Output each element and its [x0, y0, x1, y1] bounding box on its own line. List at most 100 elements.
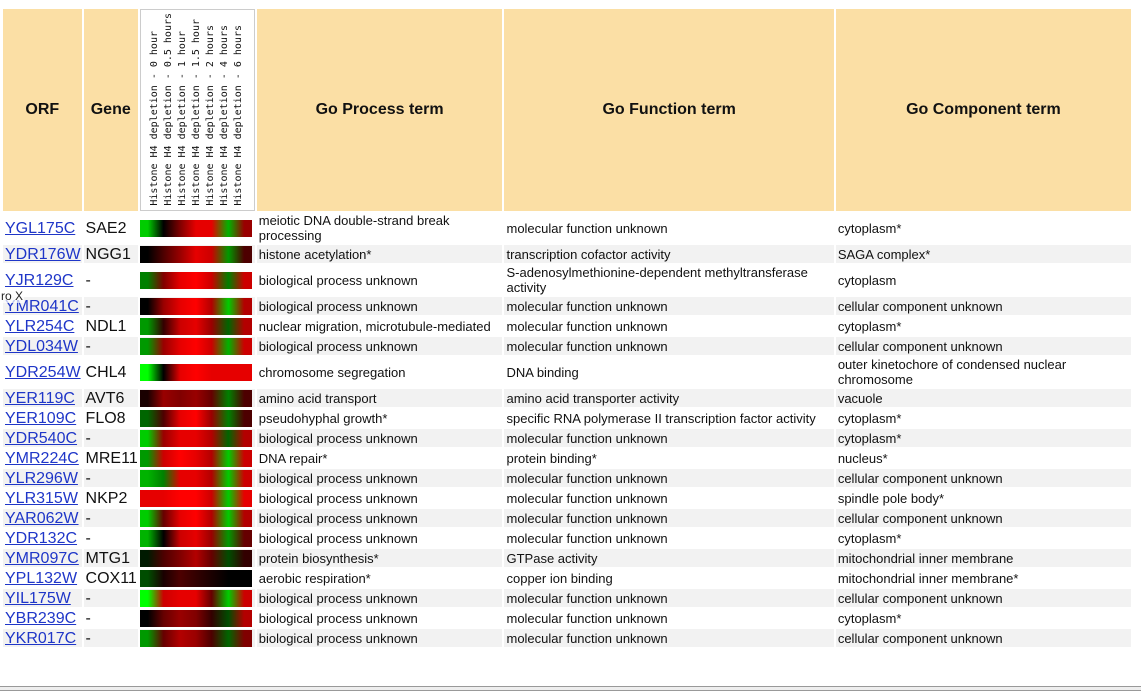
table-row: YAR062W - biological process unknown molecu… [3, 509, 1131, 527]
orf-link[interactable]: YDR540C [5, 429, 78, 447]
orf-link[interactable]: YPL132W [5, 569, 78, 587]
expression-value [156, 430, 172, 447]
process-cell: histone acetylation* [256, 245, 503, 263]
condition-label: Histone H4 depletion - 0 hour [149, 31, 161, 206]
expression-strip [139, 629, 252, 647]
expression-value [156, 390, 172, 407]
process-cell: biological process unknown [256, 469, 503, 487]
expression-value [172, 338, 188, 355]
component-cell: outer kinetochore of condensed nuclear c… [835, 357, 1131, 387]
expression-value [204, 430, 220, 447]
expression-heatmap-cell [139, 429, 255, 447]
gene-cell: - [83, 589, 138, 607]
expression-value [236, 390, 252, 407]
overlay-label: ro X [0, 289, 25, 303]
expression-value [172, 550, 188, 567]
expression-value [140, 510, 156, 527]
expression-value [236, 550, 252, 567]
expression-value [188, 246, 204, 263]
expression-value [188, 318, 204, 335]
expression-heatmap-cell [139, 389, 255, 407]
expression-value [236, 470, 252, 487]
expression-heatmap-cell [139, 337, 255, 355]
expression-strip [139, 549, 252, 567]
expression-value [156, 490, 172, 507]
expression-value [156, 630, 172, 647]
orf-link[interactable]: YJR129C [5, 271, 74, 289]
process-cell: meiotic DNA double-strand break processi… [256, 213, 503, 243]
orf-link[interactable]: YLR315W [5, 489, 78, 507]
expression-strip [139, 389, 252, 407]
expression-value [204, 410, 220, 427]
function-cell: molecular function unknown [504, 629, 834, 647]
orf-link[interactable]: YIL175W [5, 589, 71, 607]
orf-link[interactable]: YKR017C [5, 629, 77, 647]
expression-heatmap-cell [139, 609, 255, 627]
orf-link[interactable]: YLR254C [5, 317, 75, 335]
expression-value [140, 590, 156, 607]
orf-link[interactable]: YBR239C [5, 609, 77, 627]
orf-link[interactable]: YMR097C [5, 549, 79, 567]
orf-link[interactable]: YER119C [5, 389, 75, 407]
process-cell: amino acid transport [256, 389, 503, 407]
orf-link[interactable]: YDR254W [5, 363, 81, 381]
gene-cell: COX11 [83, 569, 138, 587]
table-row: YMR041C - biological process unknown molecu… [3, 297, 1131, 315]
expression-value [204, 364, 220, 381]
component-cell: SAGA complex* [835, 245, 1131, 263]
orf-link[interactable]: YER109C [5, 409, 77, 427]
expression-value [236, 298, 252, 315]
process-cell: biological process unknown [256, 589, 503, 607]
gene-cell: - [83, 337, 138, 355]
expression-value [172, 272, 188, 289]
expression-value [220, 630, 236, 647]
orf-header: ORF [3, 9, 82, 211]
expression-value [172, 630, 188, 647]
process-cell: chromosome segregation [256, 357, 503, 387]
orf-link[interactable]: YGL175C [5, 219, 76, 237]
expression-strip [139, 589, 252, 607]
expression-value [156, 318, 172, 335]
gene-header: Gene [83, 9, 138, 211]
orf-cell: YER109C [3, 409, 82, 427]
expression-value [188, 610, 204, 627]
orf-link[interactable]: YDL034W [5, 337, 78, 355]
expression-value [220, 410, 236, 427]
expression-strip [139, 317, 252, 335]
component-cell: mitochondrial inner membrane* [835, 569, 1131, 587]
header-row: ORF Gene Histone H4 depletion - 0 hour Hi… [3, 9, 1131, 211]
expression-value [188, 550, 204, 567]
expression-heatmap-cell [139, 509, 255, 527]
function-cell: specific RNA polymerase II transcription… [504, 409, 834, 427]
orf-link[interactable]: YAR062W [5, 509, 79, 527]
expression-value [236, 610, 252, 627]
function-cell: GTPase activity [504, 549, 834, 567]
orf-link[interactable]: YDR132C [5, 529, 78, 547]
gene-cell: NDL1 [83, 317, 138, 335]
orf-cell: YDR540C [3, 429, 82, 447]
expression-strip [139, 569, 252, 587]
expression-value [220, 430, 236, 447]
expression-value [172, 590, 188, 607]
expression-value [156, 530, 172, 547]
function-cell: molecular function unknown [504, 589, 834, 607]
component-cell: cytoplasm* [835, 529, 1131, 547]
expression-value [172, 510, 188, 527]
process-cell: biological process unknown [256, 297, 503, 315]
function-cell: protein binding* [504, 449, 834, 467]
gene-cell: FLO8 [83, 409, 138, 427]
function-cell: amino acid transporter activity [504, 389, 834, 407]
table-row: YBR239C - biological process unknown molecu… [3, 609, 1131, 627]
expression-heatmap-cell [139, 529, 255, 547]
orf-link[interactable]: YMR224C [5, 449, 79, 467]
orf-link[interactable]: YLR296W [5, 469, 78, 487]
expression-heatmap-cell [139, 297, 255, 315]
orf-link[interactable]: YDR176W [5, 245, 81, 263]
component-cell: cytoplasm* [835, 213, 1131, 243]
table-row: YDR540C - biological process unknown molecu… [3, 429, 1131, 447]
expression-value [188, 272, 204, 289]
expression-value [220, 220, 236, 237]
gene-cell: - [83, 509, 138, 527]
function-cell: transcription cofactor activity [504, 245, 834, 263]
expression-value [204, 570, 220, 587]
